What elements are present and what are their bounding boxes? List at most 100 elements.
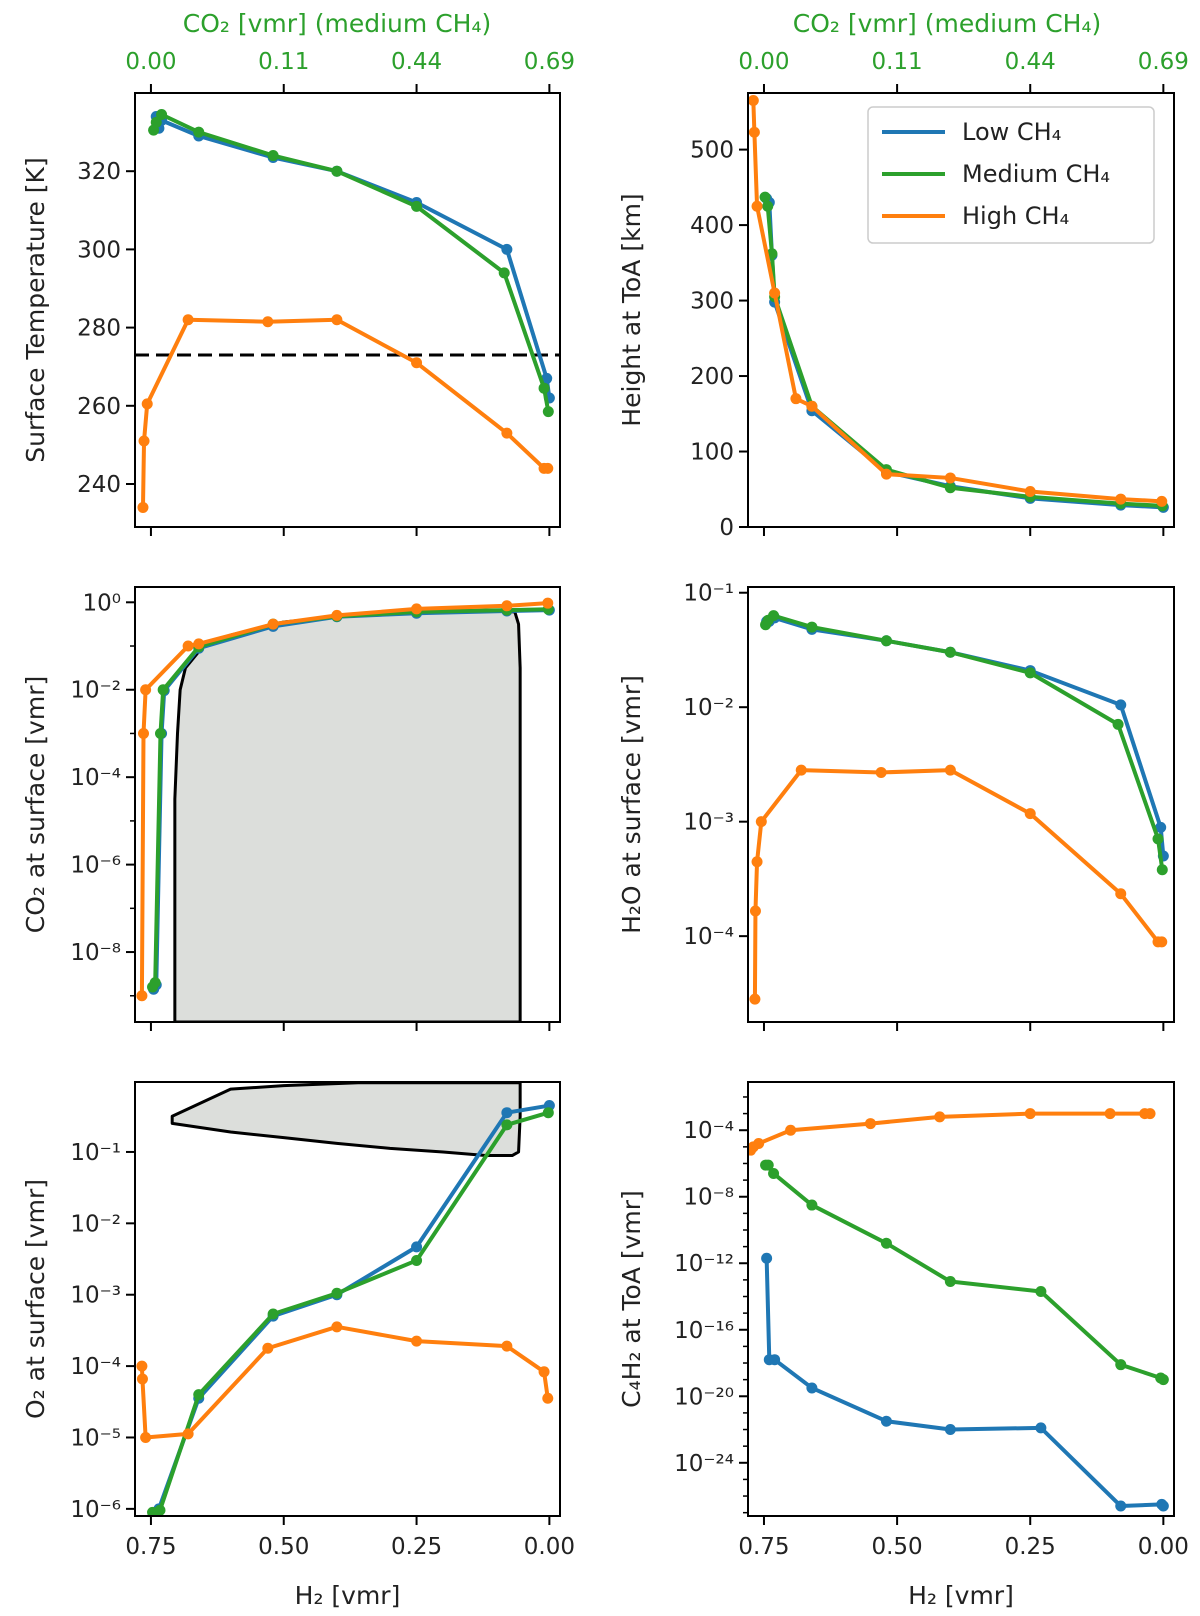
c4h2-toa-point-medium-4 [880,1237,892,1249]
h2o-surface-point-medium-5 [944,646,956,658]
legend-label-medium: Medium CH₄ [962,160,1110,188]
surface-temperature-point-high-3 [182,314,194,326]
top-axis-title-left: CO₂ [vmr] (medium CH₄) [183,9,491,38]
o2-surface-point-high-1 [136,1373,148,1385]
h2o-surface-frame [747,586,1175,1023]
co2-surface-point-medium-1 [149,977,161,989]
h2o-surface-ylabel: H₂O at surface [vmr] [617,675,646,934]
height-toa-plot-area [748,95,1169,513]
c4h2-toa-point-medium-2 [768,1167,780,1179]
height-toa-frame [747,92,1175,528]
c4h2-toa-point-low-4 [880,1415,892,1427]
co2-surface-point-high-6 [331,609,343,621]
surface-temperature-ytick-label-4: 320 [77,159,121,185]
h2o-surface-point-high-7 [1024,808,1036,820]
o2-surface-plot-area [136,1082,555,1516]
h2o-surface-point-high-4 [795,764,807,776]
co2-surface-point-high-9 [542,597,554,609]
h2o-surface-series-medium [763,613,1165,872]
legend-label-low: Low CH₄ [962,118,1061,146]
h2o-surface-point-high-10 [1156,936,1168,948]
top-axis-title-right: CO₂ [vmr] (medium CH₄) [793,9,1101,38]
height-toa-point-high-0 [748,95,759,107]
height-toa-point-high-5 [806,400,818,412]
height-toa-ytick-label-1: 100 [690,440,734,466]
o2-surface-ytick-label-0: 10⁻¹ [70,1140,121,1166]
c4h2-toa-xtick-label-0: 0.75 [738,1534,789,1560]
co2-surface-series-high [139,601,550,998]
c4h2-toa-xtick-label-3: 0.00 [1138,1534,1189,1560]
height-toa-point-high-9 [1115,493,1127,505]
panel-h2o-surface: 10⁻¹ 10⁻² 10⁻³ 10⁻⁴ H₂O at surface [vmr] [617,581,1175,1031]
surface-temperature-point-high-1 [138,435,150,447]
o2-surface-point-high-0 [136,1360,148,1372]
c4h2-toa-series-high [748,1111,1153,1153]
c4h2-toa-ytick-label-3: 10⁻¹⁶ [674,1318,734,1344]
co2-surface-point-high-0 [136,990,148,1002]
surface-temperature-ytick-label-1: 260 [77,394,121,420]
height-toa-point-high-4 [790,393,802,405]
o2-surface-xtick-label-1: 0.50 [258,1534,309,1560]
height-toa-top-tick-label-2: 0.44 [1005,49,1056,75]
co2-surface-point-high-7 [411,603,423,615]
c4h2-toa-xtick-label-1: 0.50 [871,1534,922,1560]
height-toa-point-medium-0 [759,191,771,203]
h2o-surface-ytick-label-3: 10⁻⁴ [683,924,734,950]
c4h2-toa-xlabel: H₂ [vmr] [908,1581,1014,1610]
surface-temperature-top-tick-label-3: 0.69 [524,49,575,75]
h2o-surface-series-low [764,615,1166,859]
h2o-surface-point-low-7 [1115,699,1127,711]
panel-height-toa: 0 100 200 300 400 500 0.00 0.11 0.44 0.69 Height a… [617,49,1189,541]
c4h2-toa-point-high-2 [753,1138,765,1150]
co2-surface-ylabel: CO₂ at surface [vmr] [21,676,50,933]
c4h2-toa-ytick-label-4: 10⁻²⁰ [674,1384,734,1410]
o2-surface-xtick-label-2: 0.25 [391,1534,442,1560]
c4h2-toa-point-medium-7 [1115,1359,1127,1371]
o2-surface-frame [134,1081,561,1517]
h2o-surface-ytick-label-2: 10⁻³ [683,810,734,836]
co2-surface-frame [134,586,561,1023]
c4h2-toa-ytick-label-0: 10⁻⁴ [683,1118,734,1144]
surface-temperature-point-medium-1 [150,116,162,128]
o2-surface-shaded-region [170,1082,522,1158]
height-toa-point-high-1 [748,126,760,138]
c4h2-toa-point-high-7 [1104,1108,1116,1120]
o2-surface-point-high-5 [331,1321,343,1333]
surface-temperature-point-high-4 [262,316,274,328]
c4h2-toa-ytick-label-5: 10⁻²⁴ [674,1451,734,1477]
o2-surface-ytick-label-5: 10⁻⁶ [70,1497,121,1523]
legend-box [867,106,1155,244]
co2-surface-ytick-label-0: 10⁰ [83,590,122,616]
height-toa-point-medium-6 [944,482,956,494]
o2-surface-ytick-label-2: 10⁻³ [70,1283,121,1309]
surface-temperature-top-tick-label-1: 0.11 [258,49,309,75]
o2-surface-point-medium-3 [267,1308,279,1320]
h2o-surface-plot-area [749,610,1169,1005]
surface-temperature-ytick-label-3: 300 [77,237,121,263]
c4h2-toa-series-medium [763,1163,1166,1382]
height-toa-ytick-label-4: 400 [690,213,734,239]
surface-temperature-point-high-7 [501,427,513,439]
surface-temperature-top-tick-label-2: 0.44 [391,49,442,75]
co2-surface-point-high-8 [501,600,513,612]
o2-surface-point-high-8 [538,1366,550,1378]
h2o-surface-point-medium-3 [806,621,818,633]
h2o-surface-point-high-3 [755,816,767,828]
surface-temperature-point-high-0 [137,501,149,513]
legend-label-high: High CH₄ [962,202,1069,230]
surface-temperature-point-medium-6 [411,200,423,212]
c4h2-toa-point-low-2 [769,1354,781,1366]
height-toa-point-medium-1 [762,200,774,212]
surface-temperature-top-tick-label-0: 0.00 [125,49,176,75]
c4h2-toa-series-low [764,1256,1166,1509]
c4h2-toa-plot-area [748,1108,1169,1512]
h2o-surface-point-high-1 [749,905,761,917]
h2o-surface-point-high-5 [875,766,887,778]
o2-surface-point-high-2 [140,1431,152,1443]
h2o-surface-point-medium-4 [880,635,892,647]
h2o-surface-point-medium-9 [1156,864,1168,876]
height-toa-point-high-2 [751,200,763,212]
c4h2-toa-point-medium-3 [806,1199,818,1211]
surface-temperature-point-high-9 [542,462,554,474]
o2-surface-point-medium-4 [331,1287,343,1299]
